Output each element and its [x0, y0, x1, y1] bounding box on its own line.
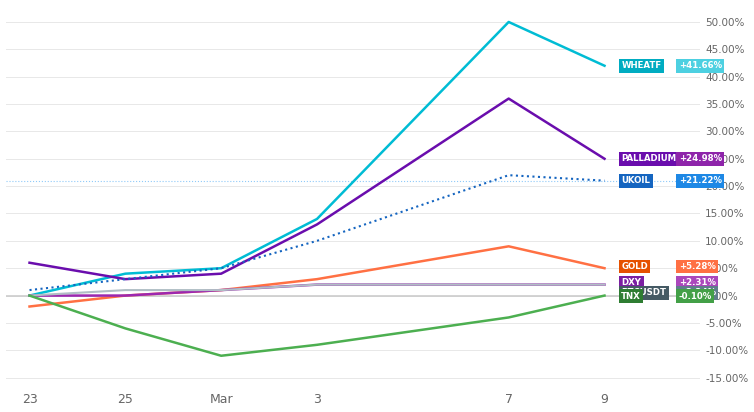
Text: +21.22%: +21.22% — [679, 176, 722, 185]
Text: +5.28%: +5.28% — [679, 262, 716, 271]
Text: +41.66%: +41.66% — [679, 61, 722, 70]
Text: +24.98%: +24.98% — [679, 154, 722, 163]
Text: TNX: TNX — [621, 292, 641, 301]
Text: UKOIL: UKOIL — [621, 176, 650, 185]
Text: -0.10%: -0.10% — [679, 292, 712, 301]
Text: GOLD: GOLD — [621, 262, 648, 271]
Text: DXY: DXY — [621, 279, 641, 288]
Text: BTCUSDT: BTCUSDT — [621, 288, 667, 297]
Text: PALLADIUM: PALLADIUM — [621, 154, 676, 163]
Text: +2.24%: +2.24% — [679, 288, 716, 297]
Text: WHEATF: WHEATF — [621, 61, 661, 70]
Text: +2.31%: +2.31% — [679, 279, 716, 288]
